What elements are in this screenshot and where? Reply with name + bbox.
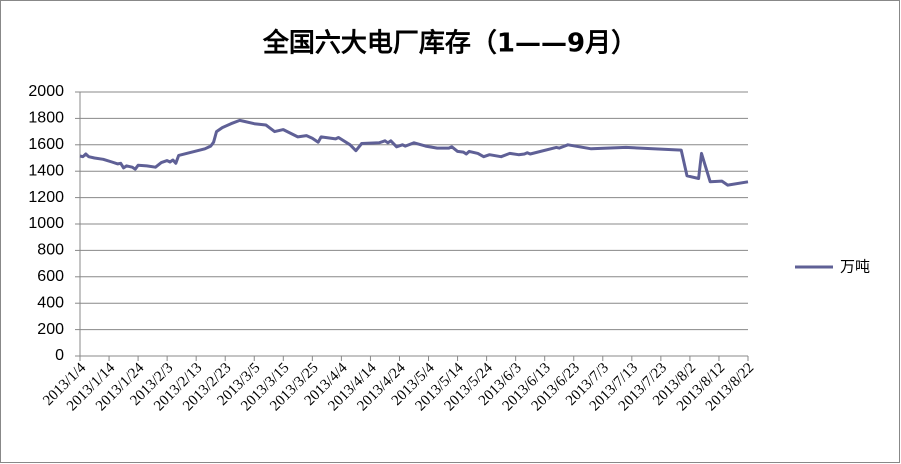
chart-title: 全国六大电厂库存（1——9月） bbox=[262, 28, 637, 59]
y-tick-label: 1400 bbox=[28, 162, 64, 179]
line-series bbox=[79, 118, 749, 187]
y-tick-label: 1800 bbox=[28, 110, 64, 127]
y-tick-label: 600 bbox=[37, 268, 64, 285]
y-tick-label: 2000 bbox=[28, 83, 64, 100]
y-tick-label: 200 bbox=[37, 321, 64, 338]
y-tick-label: 1200 bbox=[28, 189, 64, 206]
y-tick-label: 1600 bbox=[28, 136, 64, 153]
legend-label: 万吨 bbox=[840, 258, 870, 276]
y-tick-label: 800 bbox=[37, 242, 64, 259]
y-tick-label: 400 bbox=[37, 294, 64, 311]
y-tick-label: 0 bbox=[55, 347, 64, 364]
y-tick-label: 1000 bbox=[28, 215, 64, 232]
